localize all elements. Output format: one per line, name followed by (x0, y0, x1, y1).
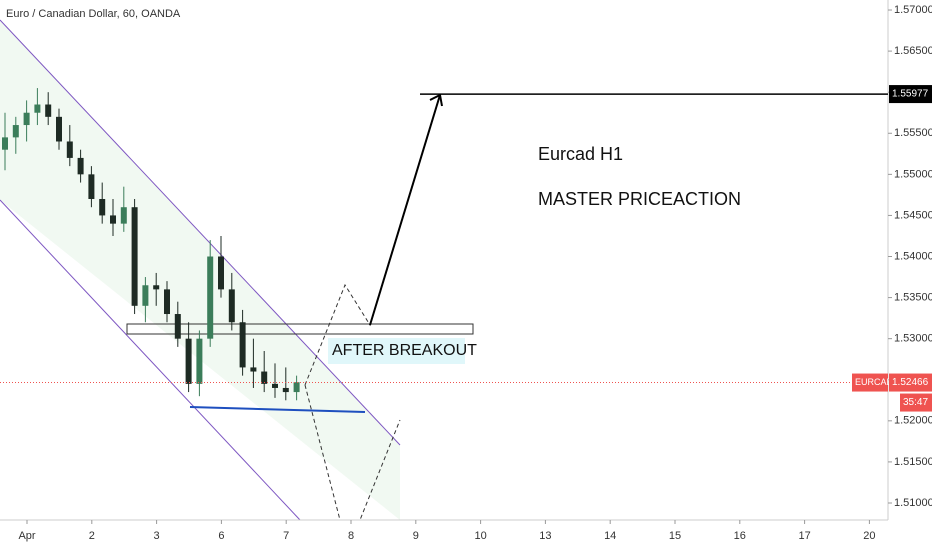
annotation: MASTER PRICEACTION (538, 189, 741, 209)
candle-body (142, 285, 149, 306)
y-tick-label: 1.52000 (894, 415, 932, 427)
last-price-label: 1.52466 (892, 377, 929, 388)
label-box (328, 338, 465, 364)
candle-body (12, 125, 19, 138)
support-line (189, 406, 366, 413)
channel-fill (0, 20, 400, 520)
x-tick-label: 16 (734, 530, 746, 542)
x-tick-label: 13 (539, 530, 551, 542)
chart-title: Euro / Canadian Dollar, 60, OANDA (6, 8, 181, 20)
x-tick-label: 8 (348, 530, 354, 542)
candle-body (23, 112, 30, 126)
y-tick-label: 1.54000 (894, 250, 932, 262)
arrow (369, 94, 441, 326)
y-tick-label: 1.53000 (894, 333, 932, 345)
candle-body (207, 256, 214, 339)
y-tick-label: 1.57000 (894, 4, 932, 16)
candle-body (239, 322, 246, 368)
candle-body (45, 104, 52, 117)
candle-body (282, 387, 289, 393)
candle-body (174, 314, 181, 339)
x-tick-label: 15 (669, 530, 681, 542)
candle-body (261, 371, 268, 384)
y-tick-label: 1.53500 (894, 291, 932, 303)
x-tick-label: 10 (474, 530, 486, 542)
channel-upper (0, 19, 401, 446)
candle-body (293, 382, 300, 393)
x-tick-label: 7 (283, 530, 289, 542)
candle-body (185, 338, 192, 384)
x-tick-label: 3 (154, 530, 160, 542)
candle-body (228, 289, 235, 323)
target-price-label: 1.55977 (892, 89, 929, 100)
candle-body (110, 215, 116, 224)
countdown-box (900, 393, 932, 412)
candle-body (131, 207, 138, 306)
y-tick-label: 1.55500 (894, 127, 932, 139)
candle-body (218, 256, 224, 290)
candle-body (196, 338, 203, 384)
annotation: Eurcad H1 (538, 144, 623, 164)
x-tick-label: 9 (413, 530, 419, 542)
y-tick-label: 1.51000 (894, 497, 932, 509)
x-tick-label: 6 (218, 530, 224, 542)
candle-body (66, 141, 73, 158)
x-tick-label: 17 (798, 530, 810, 542)
x-tick-label: 14 (604, 530, 616, 542)
candle-body (77, 157, 84, 175)
arrow-head (429, 93, 443, 107)
candle-body (88, 174, 95, 199)
candle-body (153, 285, 160, 290)
x-tick-label: Apr (18, 530, 35, 542)
symbol-box (852, 373, 888, 392)
candle-body (56, 116, 62, 142)
candle-body (99, 198, 106, 216)
candle-body (164, 289, 170, 315)
x-tick-label: 2 (89, 530, 95, 542)
marks (2, 88, 300, 401)
candle-body (120, 207, 127, 224)
y-tick-label: 1.56500 (894, 45, 932, 57)
candle-body (272, 383, 278, 388)
candle-body (34, 104, 41, 113)
candle-body (250, 367, 257, 372)
target-price-box (889, 85, 932, 104)
channel-lower (0, 199, 301, 521)
y-tick-label: 1.55000 (894, 168, 932, 180)
y-tick-label: 1.54500 (894, 209, 932, 221)
symbol-label: EURCAD (855, 377, 894, 387)
countdown-label: 35:47 (903, 397, 928, 408)
y-tick-label: 1.51500 (894, 456, 932, 468)
candle-body (2, 137, 8, 150)
breakout-zone (126, 323, 474, 335)
last-price-box (889, 373, 932, 392)
annotation: AFTER BREAKOUT (332, 342, 477, 359)
x-tick-label: 20 (863, 530, 875, 542)
